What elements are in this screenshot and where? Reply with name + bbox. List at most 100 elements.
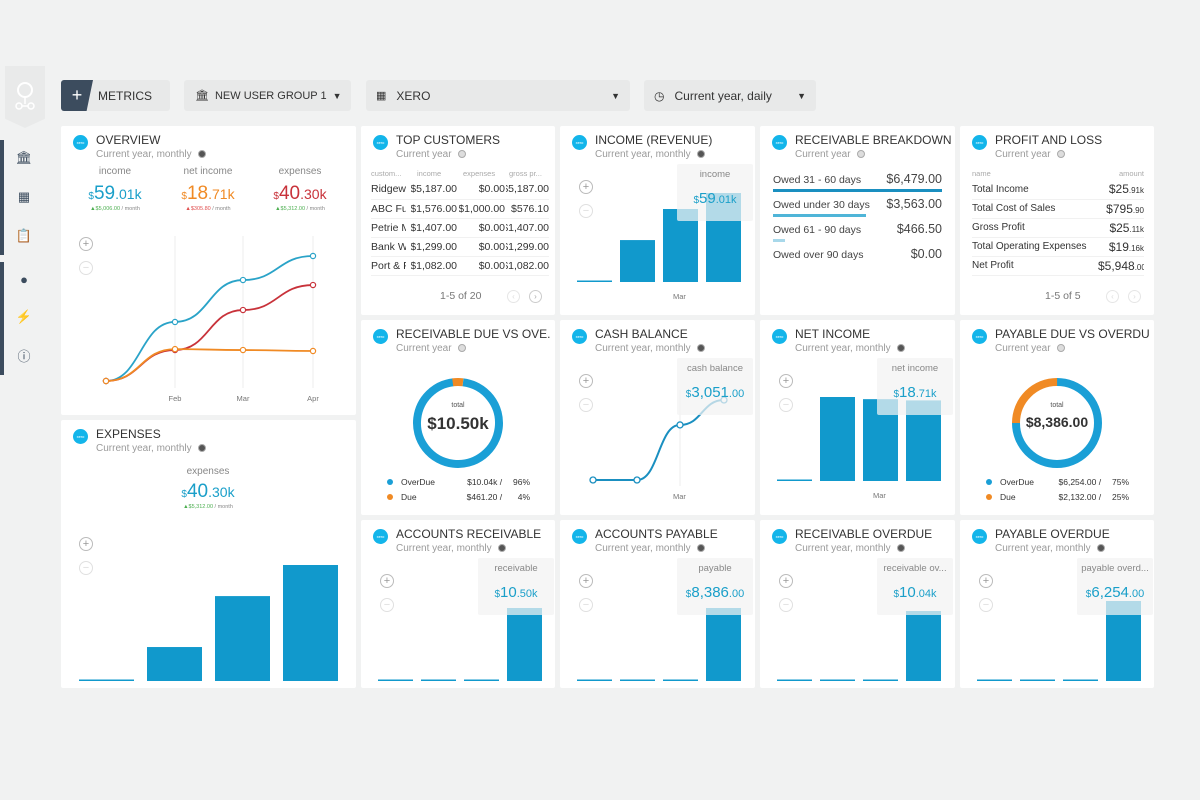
donut-slice[interactable] — [412, 377, 503, 468]
zoom-in-button[interactable]: + — [380, 574, 394, 588]
zoom-in-button[interactable]: + — [979, 574, 993, 588]
breakdown-row[interactable]: Owed 61 - 90 days $466.50 — [773, 222, 942, 244]
bar[interactable] — [777, 679, 812, 682]
settings-icon[interactable] — [1096, 544, 1105, 553]
sidebar-item-bank[interactable]: 🏛 — [12, 148, 36, 168]
settings-icon[interactable] — [856, 150, 865, 159]
settings-icon[interactable] — [457, 344, 466, 353]
zoom-in-button[interactable]: + — [579, 180, 593, 194]
table-row[interactable]: Total Income $25.91k — [972, 180, 1144, 200]
breakdown-row[interactable]: Owed under 30 days $3,563.00 — [773, 197, 942, 219]
data-point[interactable] — [171, 318, 179, 326]
zoom-in-button[interactable]: + — [779, 374, 793, 388]
settings-icon[interactable] — [1056, 150, 1065, 159]
data-point[interactable] — [239, 306, 247, 314]
donut-slice[interactable] — [1012, 378, 1102, 468]
settings-icon[interactable] — [197, 444, 206, 453]
app-logo[interactable] — [5, 66, 45, 128]
bar[interactable] — [863, 679, 898, 682]
data-point[interactable] — [589, 476, 597, 484]
data-point[interactable] — [676, 421, 684, 429]
prev-page-button[interactable]: ‹ — [1106, 290, 1119, 303]
bar[interactable] — [147, 647, 202, 681]
data-point[interactable] — [633, 476, 641, 484]
bar[interactable] — [906, 611, 941, 681]
breakdown-row[interactable]: Owed over 90 days $0.00 — [773, 247, 942, 269]
prev-page-button[interactable]: ‹ — [507, 290, 520, 303]
settings-icon[interactable] — [1056, 344, 1065, 353]
settings-icon[interactable] — [197, 150, 206, 159]
zoom-out-button[interactable]: − — [579, 398, 593, 412]
data-point[interactable] — [239, 276, 247, 284]
zoom-out-button[interactable]: − — [979, 598, 993, 612]
zoom-in-button[interactable]: + — [779, 574, 793, 588]
table-row[interactable]: Bank West$1,299.00$0.00$1,299.00 — [371, 237, 549, 257]
zoom-out-button[interactable]: − — [380, 598, 394, 612]
sidebar-item-dashboard[interactable]: ▦ — [12, 187, 36, 207]
data-point[interactable] — [171, 345, 179, 353]
table-row[interactable]: Total Cost of Sales $795.90 — [972, 199, 1144, 219]
bar[interactable] — [977, 679, 1012, 682]
bar[interactable] — [620, 240, 655, 282]
data-source-select[interactable]: ▦ XERO ▼ — [366, 80, 630, 111]
bar[interactable] — [820, 397, 855, 481]
column-header[interactable]: amount — [1118, 168, 1144, 178]
bar[interactable] — [507, 608, 542, 681]
bar[interactable] — [421, 679, 456, 682]
settings-icon[interactable] — [696, 344, 705, 353]
add-metrics-button[interactable]: + METRICS — [61, 80, 170, 111]
data-point[interactable] — [309, 252, 317, 260]
bar[interactable] — [577, 280, 612, 283]
donut-slice[interactable] — [412, 377, 504, 469]
column-header[interactable]: name — [972, 168, 991, 178]
bar[interactable] — [663, 209, 698, 282]
column-header[interactable]: income — [417, 168, 442, 178]
bar[interactable] — [706, 608, 741, 681]
zoom-out-button[interactable]: − — [779, 598, 793, 612]
data-point[interactable] — [309, 281, 317, 289]
zoom-in-button[interactable]: + — [579, 374, 593, 388]
sidebar-item-account[interactable]: ● — [12, 269, 36, 289]
table-row[interactable]: Total Operating Expenses $19.16k — [972, 237, 1144, 257]
next-page-button[interactable]: › — [1128, 290, 1141, 303]
data-point[interactable] — [102, 377, 110, 385]
table-row[interactable]: ABC Furniture$1,576.00$1,000.00$576.10 — [371, 199, 549, 219]
settings-icon[interactable] — [696, 150, 705, 159]
breakdown-row[interactable]: Owed 31 - 60 days $6,479.00 — [773, 172, 942, 194]
data-point[interactable] — [239, 346, 247, 354]
zoom-out-button[interactable]: − — [79, 561, 93, 575]
table-row[interactable]: Gross Profit $25.11k — [972, 218, 1144, 238]
zoom-out-button[interactable]: − — [79, 261, 93, 275]
settings-icon[interactable] — [497, 544, 506, 553]
column-header[interactable]: custom... — [371, 168, 402, 178]
sidebar-item-info[interactable]: ⓘ — [12, 345, 36, 365]
bar[interactable] — [820, 679, 855, 682]
zoom-in-button[interactable]: + — [79, 537, 93, 551]
settings-icon[interactable] — [896, 544, 905, 553]
bar[interactable] — [1020, 679, 1055, 682]
zoom-out-button[interactable]: − — [779, 398, 793, 412]
table-row[interactable]: Net Profit$5,948.00 — [972, 256, 1144, 276]
bar[interactable] — [464, 679, 499, 682]
next-page-button[interactable]: › — [529, 290, 542, 303]
column-header[interactable]: expenses — [463, 168, 496, 178]
bar[interactable] — [215, 596, 270, 681]
settings-icon[interactable] — [896, 344, 905, 353]
bar[interactable] — [577, 679, 612, 682]
table-row[interactable]: Ridgeway$5,187.00$0.00$5,187.00 — [371, 180, 549, 200]
sidebar-item-reports[interactable]: 📋 — [12, 226, 36, 246]
settings-icon[interactable] — [457, 150, 466, 159]
table-row[interactable]: Port & Philip$1,082.00$0.00$1,082.00 — [371, 256, 549, 276]
bar[interactable] — [777, 479, 812, 482]
bar[interactable] — [620, 679, 655, 682]
bar[interactable] — [79, 679, 134, 682]
data-point[interactable] — [309, 347, 317, 355]
bar[interactable] — [283, 565, 338, 681]
zoom-out-button[interactable]: − — [579, 598, 593, 612]
bar[interactable] — [378, 679, 413, 682]
sidebar-item-integrations[interactable]: ⚡ — [12, 307, 36, 327]
bar[interactable] — [1063, 679, 1098, 682]
user-group-select[interactable]: 🏛 NEW USER GROUP 1 ▼ — [184, 80, 351, 111]
settings-icon[interactable] — [696, 544, 705, 553]
column-header[interactable]: gross pr... — [509, 168, 542, 178]
